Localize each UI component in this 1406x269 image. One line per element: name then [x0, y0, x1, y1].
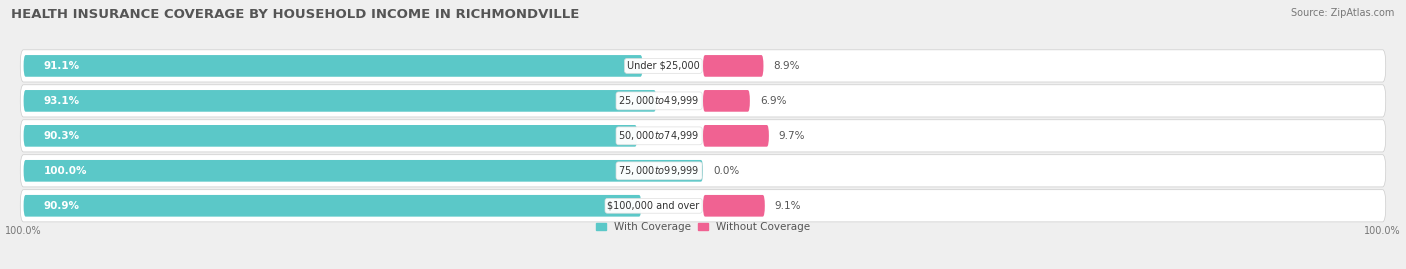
FancyBboxPatch shape: [703, 55, 763, 77]
FancyBboxPatch shape: [20, 120, 1386, 152]
Text: 6.9%: 6.9%: [759, 96, 786, 106]
Text: $100,000 and over: $100,000 and over: [607, 201, 700, 211]
Legend: With Coverage, Without Coverage: With Coverage, Without Coverage: [596, 222, 810, 232]
FancyBboxPatch shape: [24, 160, 703, 182]
Text: Source: ZipAtlas.com: Source: ZipAtlas.com: [1291, 8, 1395, 18]
FancyBboxPatch shape: [24, 90, 657, 112]
Text: HEALTH INSURANCE COVERAGE BY HOUSEHOLD INCOME IN RICHMONDVILLE: HEALTH INSURANCE COVERAGE BY HOUSEHOLD I…: [11, 8, 579, 21]
FancyBboxPatch shape: [703, 195, 765, 217]
FancyBboxPatch shape: [703, 125, 769, 147]
Text: Under $25,000: Under $25,000: [627, 61, 700, 71]
Text: 90.3%: 90.3%: [44, 131, 80, 141]
Text: 91.1%: 91.1%: [44, 61, 80, 71]
FancyBboxPatch shape: [24, 195, 641, 217]
FancyBboxPatch shape: [20, 155, 1386, 187]
Text: $25,000 to $49,999: $25,000 to $49,999: [619, 94, 700, 107]
Text: 8.9%: 8.9%: [773, 61, 800, 71]
FancyBboxPatch shape: [24, 125, 637, 147]
Text: 9.1%: 9.1%: [775, 201, 801, 211]
FancyBboxPatch shape: [20, 50, 1386, 82]
Text: $75,000 to $99,999: $75,000 to $99,999: [619, 164, 700, 177]
Text: 0.0%: 0.0%: [713, 166, 740, 176]
Text: 9.7%: 9.7%: [779, 131, 806, 141]
FancyBboxPatch shape: [20, 85, 1386, 117]
FancyBboxPatch shape: [703, 90, 749, 112]
Text: 93.1%: 93.1%: [44, 96, 80, 106]
Text: $50,000 to $74,999: $50,000 to $74,999: [619, 129, 700, 142]
FancyBboxPatch shape: [24, 55, 643, 77]
FancyBboxPatch shape: [20, 190, 1386, 222]
Text: 90.9%: 90.9%: [44, 201, 80, 211]
Text: 100.0%: 100.0%: [44, 166, 87, 176]
